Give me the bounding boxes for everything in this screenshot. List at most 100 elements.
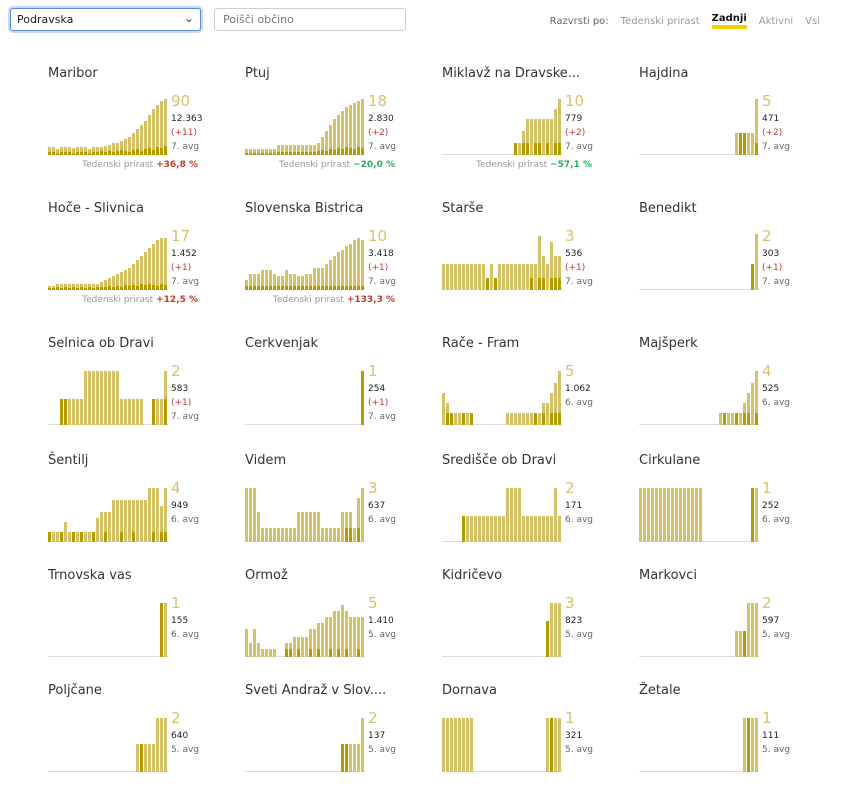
trend-bar (329, 528, 332, 542)
weekly-growth-label: Tedenski prirast (82, 295, 154, 305)
trend-bar (277, 276, 280, 290)
trend-bar-new (56, 287, 59, 290)
trend-bar (277, 145, 280, 155)
trend-bar (309, 145, 312, 155)
total-count: 949 (171, 501, 189, 511)
municipality-card[interactable]: Ptuj 18 2.830 (+2) 7. avg Tedenski prirast −2… (245, 66, 435, 186)
municipality-card[interactable]: Poljčane 2 640 5. avg (48, 683, 238, 803)
municipality-card[interactable]: Cerkvenjak 1 254 (+1) 7. avg (245, 336, 435, 456)
municipality-card[interactable]: Starše 3 536 (+1) 7. avg (442, 201, 632, 321)
municipality-card[interactable]: Hoče - Slivnica 17 1.452 (+1) 7. avg Tedenski… (48, 201, 238, 321)
trend-bar (140, 399, 143, 425)
average-label: 7. avg (368, 277, 397, 287)
municipality-card[interactable]: Majšperk 4 525 6. avg (639, 336, 829, 456)
municipality-card[interactable]: Sveti Andraž v Slov.... 2 137 5. avg (245, 683, 435, 803)
municipality-card[interactable]: Rače - Fram 5 1.062 6. avg (442, 336, 632, 456)
trend-bar (361, 718, 364, 772)
trend-bar (337, 528, 340, 542)
trend-bar-new (317, 286, 320, 290)
municipality-card[interactable]: Dornava 1 321 5. avg (442, 683, 632, 803)
trend-bar (297, 512, 300, 542)
trend-bar-new (333, 286, 336, 290)
sort-option-all[interactable]: Vsi (805, 15, 820, 27)
weekly-growth: Tedenski prirast −57,1 % (476, 160, 592, 170)
trend-bar (747, 603, 750, 657)
municipality-search-input[interactable]: Poišči občino (214, 8, 406, 31)
trend-bar (148, 115, 151, 155)
trend-bar (96, 371, 99, 425)
municipality-card[interactable]: Videm 3 637 6. avg (245, 453, 435, 573)
weekly-growth-value: +12,5 % (156, 295, 198, 305)
municipality-card[interactable]: Ormož 5 1.410 5. avg (245, 568, 435, 688)
trend-bar (325, 264, 328, 290)
municipality-card[interactable]: Središče ob Dravi 2 171 6. avg (442, 453, 632, 573)
municipality-card[interactable]: Maribor 90 12.363 (+11) 7. avg Tedenski prira… (48, 66, 238, 186)
trend-bar-new (325, 151, 328, 155)
trend-bar (164, 718, 167, 772)
municipality-card[interactable]: Cirkulane 1 252 6. avg (639, 453, 829, 573)
trend-bar-new (309, 649, 312, 657)
trend-bar (506, 264, 509, 290)
trend-bar (116, 500, 119, 542)
municipality-card[interactable]: Selnica ob Dravi 2 583 (+1) 7. avg (48, 336, 238, 456)
trend-bar (554, 488, 557, 542)
trend-bar-new (100, 151, 103, 155)
municipality-card[interactable]: Miklavž na Dravske... 10 779 (+2) 7. avg Tede… (442, 66, 632, 186)
trend-bar-new (522, 143, 525, 155)
municipality-card[interactable]: Markovci 2 597 5. avg (639, 568, 829, 688)
total-count: 321 (565, 731, 583, 741)
total-count: 137 (368, 731, 386, 741)
trend-bar (482, 516, 485, 542)
municipality-card[interactable]: Trnovska vas 1 155 6. avg (48, 568, 238, 688)
trend-bar (514, 264, 517, 290)
trend-bar-new (257, 153, 260, 155)
municipality-card[interactable]: Šentilj 4 949 6. avg (48, 453, 238, 573)
trend-bar-new (285, 649, 288, 657)
trend-bar-new (309, 152, 312, 155)
municipality-name: Miklavž na Dravske... (442, 66, 581, 81)
trend-bar (554, 256, 557, 290)
latest-count: 3 (368, 479, 378, 497)
sort-option-latest[interactable]: Zadnji (711, 13, 747, 29)
trend-bar (273, 274, 276, 290)
municipality-card[interactable]: Hajdina 5 471 (+2) 7. avg (639, 66, 829, 186)
municipality-name: Hoče - Slivnica (48, 201, 144, 216)
trend-bar (337, 115, 340, 155)
trend-bar (558, 99, 561, 155)
trend-bar (510, 413, 513, 425)
region-select[interactable]: Podravska ⌄ (10, 8, 201, 31)
trend-bar (333, 119, 336, 155)
latest-count: 3 (565, 227, 575, 245)
municipality-card[interactable]: Benedikt 2 303 (+1) 7. avg (639, 201, 829, 321)
sort-option-weekly[interactable]: Tedenski prirast (620, 15, 700, 27)
trend-bar-new (558, 143, 561, 155)
trend-bar (64, 147, 67, 155)
trend-bar (478, 264, 481, 290)
total-count: 111 (762, 731, 780, 741)
trend-bar (301, 512, 304, 542)
trend-bar (144, 252, 147, 290)
municipality-card[interactable]: Kidričevo 3 823 5. avg (442, 568, 632, 688)
trend-bar (245, 629, 248, 657)
total-count: 525 (762, 384, 780, 394)
trend-bar (313, 268, 316, 290)
trend-bar (273, 528, 276, 542)
trend-bar (285, 528, 288, 542)
municipality-card[interactable]: Žetale 1 111 5. avg (639, 683, 829, 803)
trend-bar (249, 488, 252, 542)
trend-bar (651, 488, 654, 542)
trend-bar (164, 238, 167, 290)
trend-bar-new (313, 286, 316, 290)
average-label: 5. avg (762, 630, 791, 640)
daily-change: (+1) (171, 263, 192, 273)
municipality-card[interactable]: Slovenska Bistrica 10 3.418 (+1) 7. avg Teden… (245, 201, 435, 321)
sort-option-active[interactable]: Aktivni (758, 15, 794, 27)
trend-bar-new (739, 133, 742, 155)
trend-bar-new (357, 528, 360, 542)
trend-bar (144, 500, 147, 542)
trend-bar (498, 516, 501, 542)
trend-bar (164, 99, 167, 155)
trend-bar-new (277, 152, 280, 155)
trend-bar (643, 488, 646, 542)
trend-bar-chart (48, 488, 168, 542)
